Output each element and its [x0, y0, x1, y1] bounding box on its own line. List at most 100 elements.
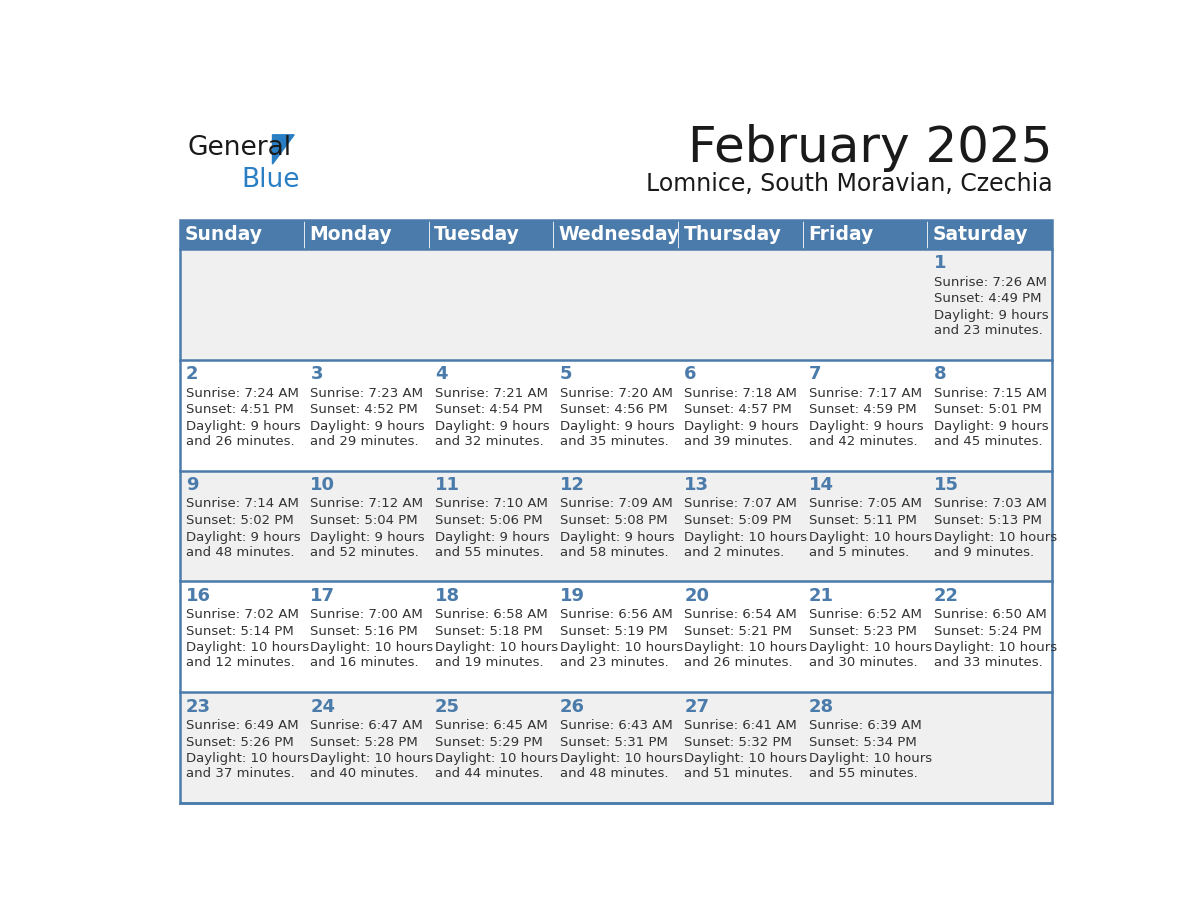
Text: Lomnice, South Moravian, Czechia: Lomnice, South Moravian, Czechia: [645, 172, 1053, 196]
Text: Daylight: 9 hours
and 52 minutes.: Daylight: 9 hours and 52 minutes.: [310, 531, 425, 558]
Text: 9: 9: [185, 476, 198, 494]
Text: 8: 8: [934, 365, 947, 383]
Text: Sunrise: 7:07 AM: Sunrise: 7:07 AM: [684, 498, 797, 510]
Text: Sunset: 5:16 PM: Sunset: 5:16 PM: [310, 625, 418, 638]
Text: Daylight: 10 hours
and 5 minutes.: Daylight: 10 hours and 5 minutes.: [809, 531, 933, 558]
Text: Sunrise: 7:10 AM: Sunrise: 7:10 AM: [435, 498, 548, 510]
Text: Sunrise: 6:43 AM: Sunrise: 6:43 AM: [560, 719, 672, 733]
Text: Sunrise: 7:02 AM: Sunrise: 7:02 AM: [185, 609, 298, 621]
Text: Daylight: 10 hours
and 26 minutes.: Daylight: 10 hours and 26 minutes.: [684, 642, 808, 669]
Bar: [678, 219, 803, 249]
Text: Daylight: 9 hours
and 45 minutes.: Daylight: 9 hours and 45 minutes.: [934, 420, 1048, 448]
Text: Sunset: 5:29 PM: Sunset: 5:29 PM: [435, 736, 543, 749]
Text: Monday: Monday: [310, 225, 392, 243]
Bar: [803, 219, 928, 249]
Text: Sunrise: 7:20 AM: Sunrise: 7:20 AM: [560, 386, 672, 399]
Text: Daylight: 10 hours
and 44 minutes.: Daylight: 10 hours and 44 minutes.: [435, 753, 558, 780]
Text: Daylight: 10 hours
and 12 minutes.: Daylight: 10 hours and 12 minutes.: [185, 642, 309, 669]
Text: 3: 3: [310, 365, 323, 383]
Text: 27: 27: [684, 698, 709, 716]
Text: Sunset: 5:18 PM: Sunset: 5:18 PM: [435, 625, 543, 638]
Text: Sunset: 5:32 PM: Sunset: 5:32 PM: [684, 736, 792, 749]
Text: Sunset: 5:01 PM: Sunset: 5:01 PM: [934, 403, 1042, 416]
Text: Daylight: 10 hours
and 33 minutes.: Daylight: 10 hours and 33 minutes.: [934, 642, 1057, 669]
Text: Sunset: 5:23 PM: Sunset: 5:23 PM: [809, 625, 917, 638]
Text: Sunrise: 7:15 AM: Sunrise: 7:15 AM: [934, 386, 1047, 399]
Text: Daylight: 10 hours
and 37 minutes.: Daylight: 10 hours and 37 minutes.: [185, 753, 309, 780]
Text: 11: 11: [435, 476, 460, 494]
Text: Daylight: 10 hours
and 23 minutes.: Daylight: 10 hours and 23 minutes.: [560, 642, 683, 669]
Text: Daylight: 9 hours
and 39 minutes.: Daylight: 9 hours and 39 minutes.: [684, 420, 800, 448]
Bar: [179, 219, 1053, 803]
Text: 6: 6: [684, 365, 697, 383]
Text: Daylight: 10 hours
and 51 minutes.: Daylight: 10 hours and 51 minutes.: [684, 753, 808, 780]
Text: 17: 17: [310, 587, 335, 605]
Text: Sunrise: 6:54 AM: Sunrise: 6:54 AM: [684, 609, 797, 621]
Text: Sunrise: 7:09 AM: Sunrise: 7:09 AM: [560, 498, 672, 510]
Text: 5: 5: [560, 365, 573, 383]
Text: Daylight: 9 hours
and 32 minutes.: Daylight: 9 hours and 32 minutes.: [435, 420, 550, 448]
Text: Sunrise: 6:50 AM: Sunrise: 6:50 AM: [934, 609, 1047, 621]
Text: Sunset: 4:49 PM: Sunset: 4:49 PM: [934, 292, 1041, 306]
Text: 21: 21: [809, 587, 834, 605]
Text: Tuesday: Tuesday: [435, 225, 520, 243]
Bar: [304, 219, 429, 249]
Text: Sunrise: 6:41 AM: Sunrise: 6:41 AM: [684, 719, 797, 733]
Bar: [179, 219, 304, 249]
Text: 19: 19: [560, 587, 584, 605]
Bar: [179, 581, 1053, 692]
Text: Sunrise: 7:12 AM: Sunrise: 7:12 AM: [310, 498, 423, 510]
Text: Sunset: 5:28 PM: Sunset: 5:28 PM: [310, 736, 418, 749]
Text: 28: 28: [809, 698, 834, 716]
Text: Sunset: 4:51 PM: Sunset: 4:51 PM: [185, 403, 293, 416]
Text: Sunset: 4:56 PM: Sunset: 4:56 PM: [560, 403, 668, 416]
Text: Blue: Blue: [241, 167, 301, 193]
Text: Sunset: 5:04 PM: Sunset: 5:04 PM: [310, 514, 418, 527]
Text: Saturday: Saturday: [933, 225, 1029, 243]
Text: Daylight: 9 hours
and 26 minutes.: Daylight: 9 hours and 26 minutes.: [185, 420, 301, 448]
Text: Sunset: 5:11 PM: Sunset: 5:11 PM: [809, 514, 917, 527]
Bar: [429, 219, 554, 249]
Text: Sunset: 5:09 PM: Sunset: 5:09 PM: [684, 514, 792, 527]
Text: Sunrise: 7:21 AM: Sunrise: 7:21 AM: [435, 386, 548, 399]
Text: 15: 15: [934, 476, 959, 494]
Text: General: General: [188, 135, 291, 161]
Text: 7: 7: [809, 365, 822, 383]
Text: Daylight: 9 hours
and 35 minutes.: Daylight: 9 hours and 35 minutes.: [560, 420, 675, 448]
Text: Sunrise: 6:47 AM: Sunrise: 6:47 AM: [310, 719, 423, 733]
Text: 1: 1: [934, 254, 946, 272]
Text: Daylight: 10 hours
and 2 minutes.: Daylight: 10 hours and 2 minutes.: [684, 531, 808, 558]
Text: 20: 20: [684, 587, 709, 605]
Text: Sunset: 4:59 PM: Sunset: 4:59 PM: [809, 403, 917, 416]
Text: Sunset: 5:24 PM: Sunset: 5:24 PM: [934, 625, 1042, 638]
Text: Daylight: 9 hours
and 48 minutes.: Daylight: 9 hours and 48 minutes.: [185, 531, 301, 558]
Bar: [179, 471, 1053, 581]
Text: Sunday: Sunday: [185, 225, 263, 243]
Text: Daylight: 9 hours
and 58 minutes.: Daylight: 9 hours and 58 minutes.: [560, 531, 675, 558]
Text: 25: 25: [435, 698, 460, 716]
Text: Sunrise: 7:24 AM: Sunrise: 7:24 AM: [185, 386, 298, 399]
Text: Sunrise: 7:14 AM: Sunrise: 7:14 AM: [185, 498, 298, 510]
Text: Daylight: 10 hours
and 55 minutes.: Daylight: 10 hours and 55 minutes.: [809, 753, 933, 780]
Text: Sunrise: 7:18 AM: Sunrise: 7:18 AM: [684, 386, 797, 399]
Text: Sunrise: 7:00 AM: Sunrise: 7:00 AM: [310, 609, 423, 621]
Text: 10: 10: [310, 476, 335, 494]
Text: Sunrise: 6:45 AM: Sunrise: 6:45 AM: [435, 719, 548, 733]
Text: Sunset: 5:06 PM: Sunset: 5:06 PM: [435, 514, 543, 527]
Polygon shape: [272, 135, 295, 164]
Text: Sunset: 4:57 PM: Sunset: 4:57 PM: [684, 403, 792, 416]
Text: Daylight: 9 hours
and 42 minutes.: Daylight: 9 hours and 42 minutes.: [809, 420, 923, 448]
Bar: [179, 360, 1053, 471]
Text: Daylight: 10 hours
and 48 minutes.: Daylight: 10 hours and 48 minutes.: [560, 753, 683, 780]
Text: Sunrise: 6:58 AM: Sunrise: 6:58 AM: [435, 609, 548, 621]
Text: Daylight: 10 hours
and 30 minutes.: Daylight: 10 hours and 30 minutes.: [809, 642, 933, 669]
Text: Sunset: 5:31 PM: Sunset: 5:31 PM: [560, 736, 668, 749]
Text: 12: 12: [560, 476, 584, 494]
Text: Sunset: 5:14 PM: Sunset: 5:14 PM: [185, 625, 293, 638]
Text: Sunset: 5:08 PM: Sunset: 5:08 PM: [560, 514, 668, 527]
Text: Sunset: 4:52 PM: Sunset: 4:52 PM: [310, 403, 418, 416]
Text: 14: 14: [809, 476, 834, 494]
Text: 23: 23: [185, 698, 210, 716]
Text: Sunset: 5:21 PM: Sunset: 5:21 PM: [684, 625, 792, 638]
Text: 22: 22: [934, 587, 959, 605]
